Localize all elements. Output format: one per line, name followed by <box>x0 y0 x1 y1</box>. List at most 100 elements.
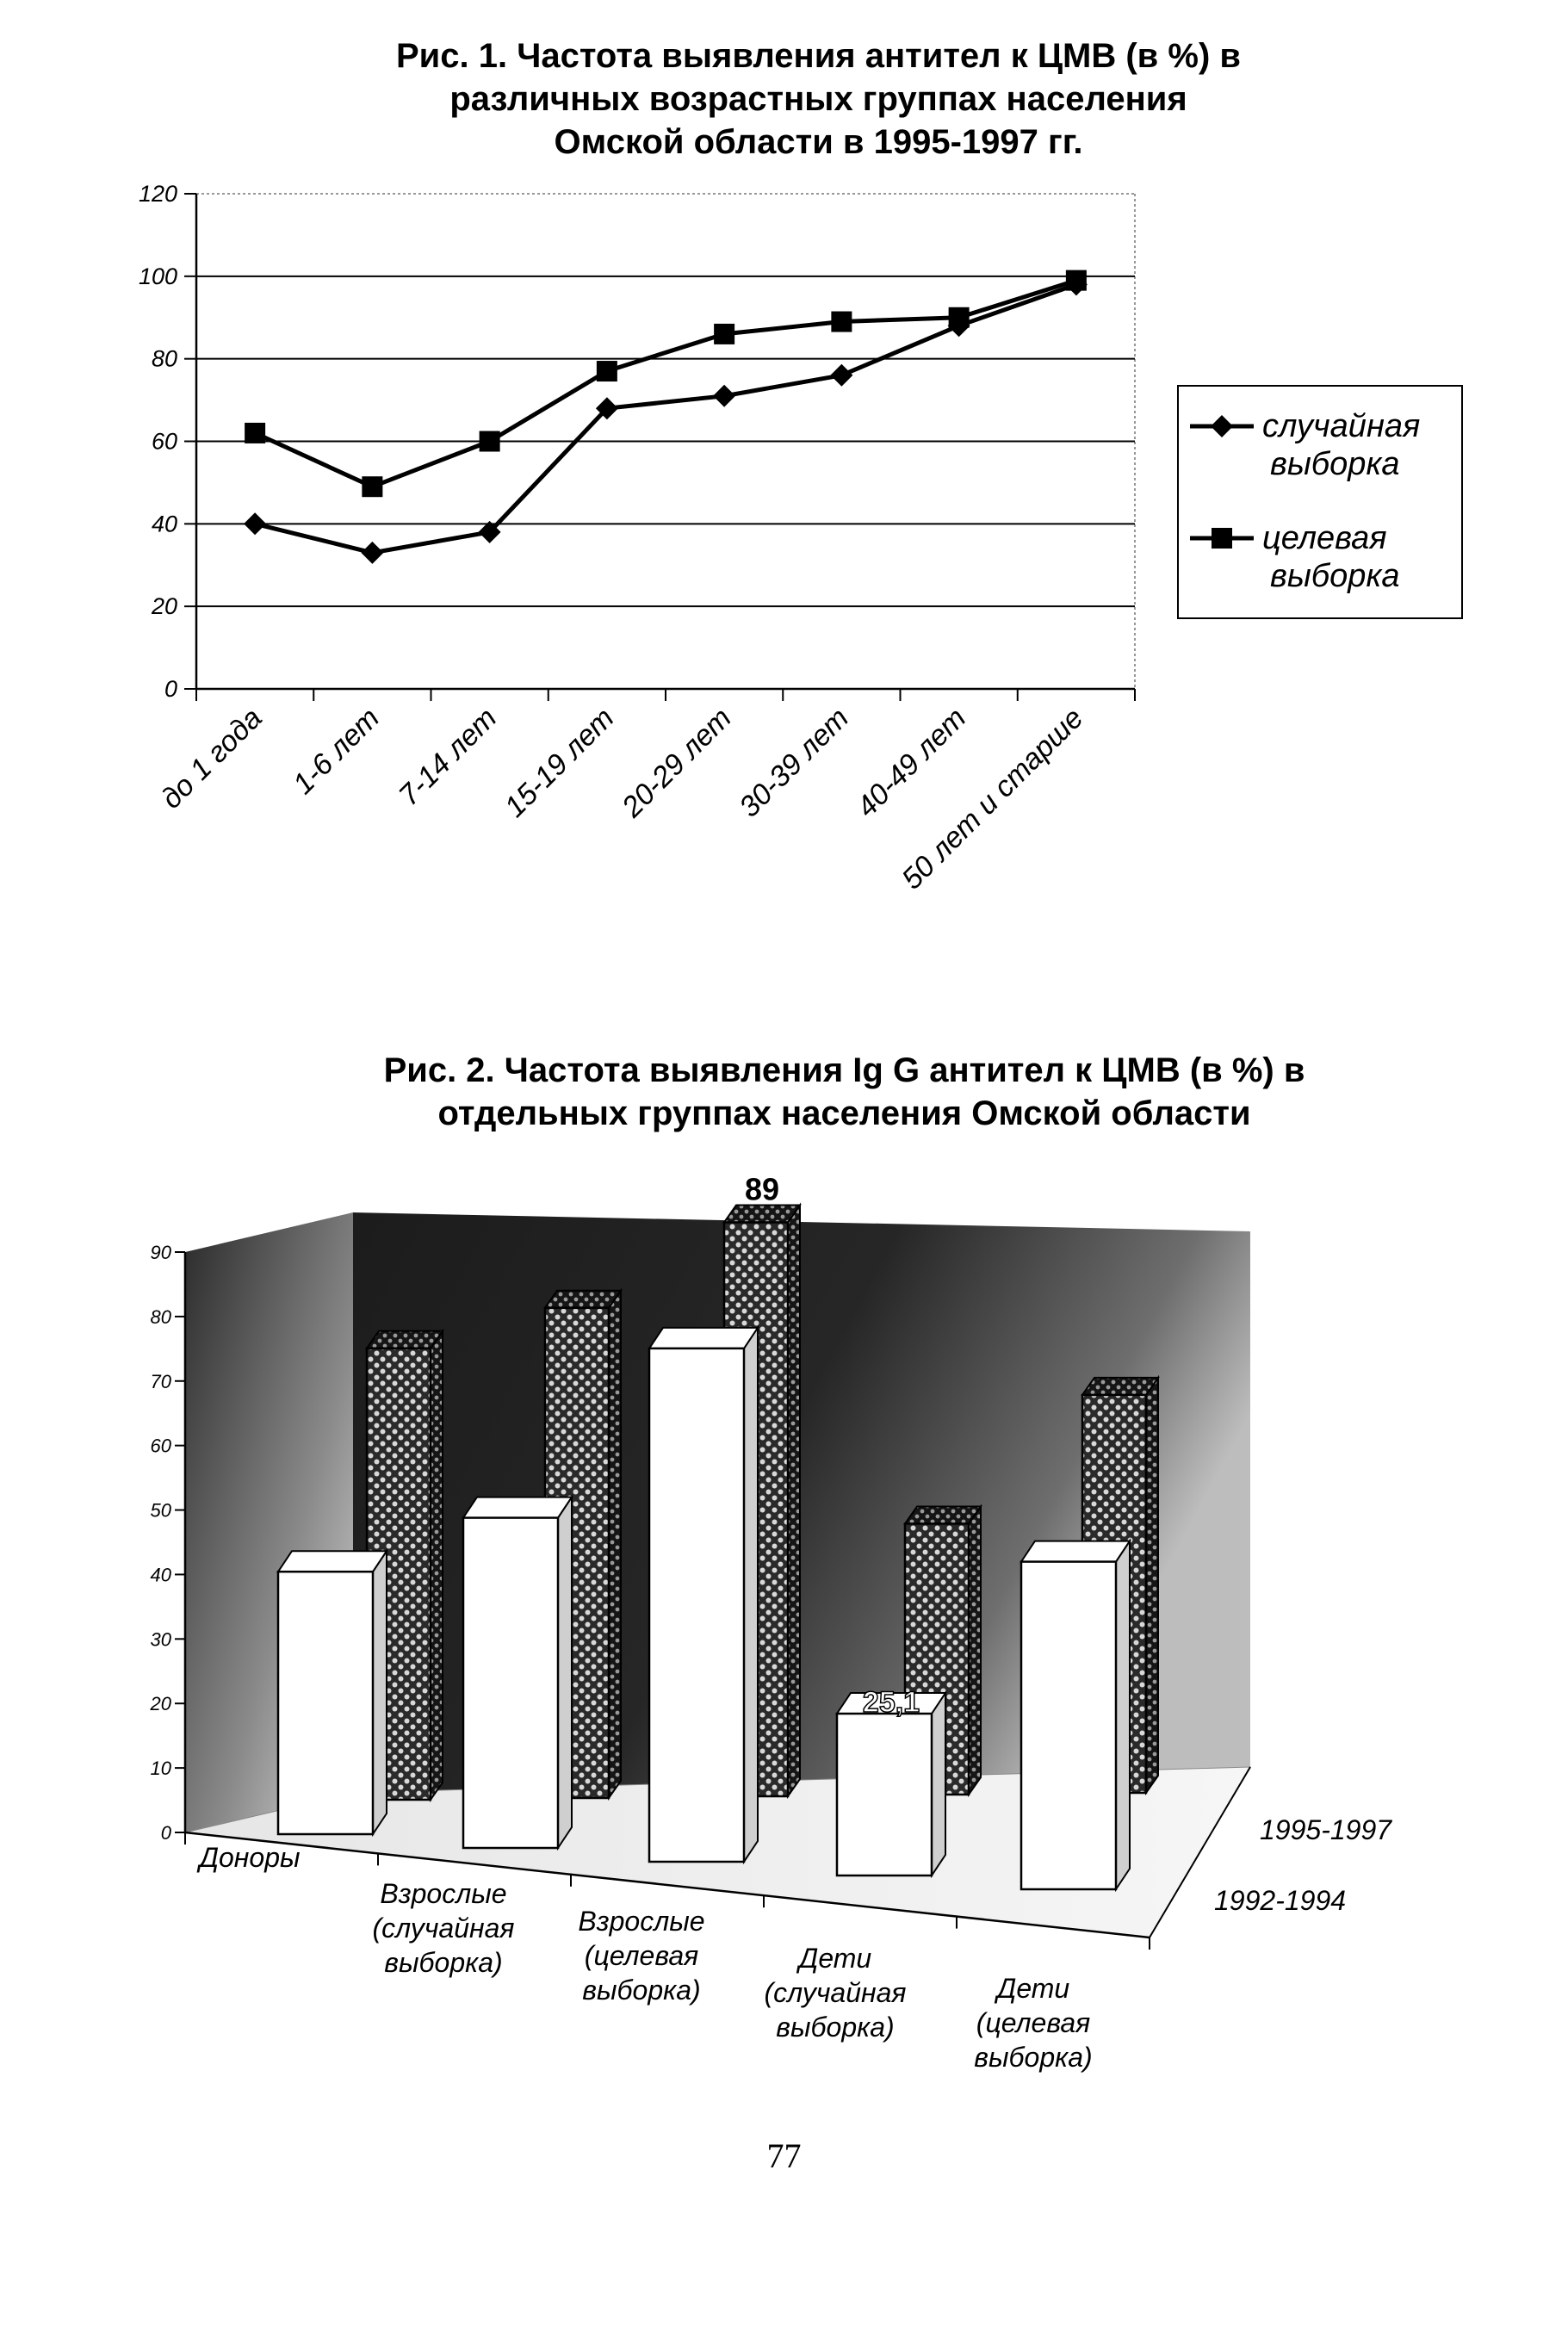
data-point-square <box>362 476 383 498</box>
x-axis <box>184 1831 1150 1939</box>
bar-1992-1994-top <box>1020 1540 1131 1563</box>
bar-1992-1994 <box>276 1547 388 1838</box>
x-category-label-line: (целевая <box>976 2007 1090 2038</box>
bar-1995-1997-side <box>787 1202 801 1800</box>
figure-2-title: Рис. 2. Частота выявления Ig G антител к… <box>60 1049 1568 1135</box>
bar-1992-1994-top <box>276 1550 388 1573</box>
x-category-label-line: Взрослые <box>578 1906 704 1937</box>
data-point-diamond <box>478 520 501 543</box>
data-point-square <box>948 307 970 328</box>
x-category-label: Доноры <box>196 1842 300 1873</box>
x-category-label-line: выборка) <box>582 1975 700 2006</box>
data-point-square <box>714 323 735 344</box>
y-tick-label: 0 <box>164 676 177 702</box>
y-tick-label: 20 <box>150 1693 172 1714</box>
y-tick-label: 10 <box>151 1758 172 1779</box>
x-category-label-line: (целевая <box>585 1940 698 1971</box>
figure-1-title-line-3: Омской области в 1995-1997 гг. <box>554 123 1083 161</box>
figure-1-title-line-1: Рис. 1. Частота выявления антител к ЦМВ … <box>396 37 1241 75</box>
series-random-sample-line <box>254 282 1077 555</box>
bar-1995-1997-top <box>722 1204 802 1224</box>
bar-1992-1994 <box>462 1494 573 1851</box>
bar-1992-1994-side <box>931 1690 946 1879</box>
y-tick-label: 40 <box>151 1564 172 1585</box>
legend-label: целевая <box>1262 520 1387 556</box>
x-category-label: Взрослые (целевая выборка) <box>578 1906 704 2006</box>
y-tick-label: 60 <box>151 1435 172 1457</box>
x-category-label-line: Взрослые <box>380 1878 506 1909</box>
page-number: 77 <box>766 2136 802 2175</box>
bar-1995-1997-side <box>1145 1374 1159 1796</box>
y-tick-label: 80 <box>152 346 177 372</box>
series-label-1992-1994: 1992-1994 <box>1214 1885 1346 1916</box>
series-label-1995-1997: 1995-1997 <box>1260 1814 1392 1845</box>
data-point-diamond <box>361 541 384 564</box>
figure-1-line-chart: 0 20 40 60 80 100 120 до 1 года 1-6 лет 7-14 лет1… <box>139 181 1463 896</box>
y-tick-label: 70 <box>151 1371 172 1392</box>
bar-1992-1994 <box>1020 1538 1131 1893</box>
y-tick-label: 50 <box>151 1500 172 1522</box>
x-category-label-line: выборка) <box>974 2042 1092 2073</box>
y-tick-label: 40 <box>152 511 177 536</box>
x-category-label: 30-39 лет <box>733 702 855 824</box>
legend-label: случайная <box>1262 408 1420 444</box>
figure-2-title-line-2: отдельных группах населения Омской облас… <box>437 1094 1251 1132</box>
figure-2-title-line-1: Рис. 2. Частота выявления Ig G антител к… <box>383 1051 1305 1089</box>
bar-1992-1994 <box>648 1324 759 1865</box>
x-category-label-line: выборка) <box>776 2012 894 2043</box>
x-category-label-line: выборка) <box>384 1947 502 1978</box>
series-target-sample-line <box>254 278 1077 489</box>
x-category-label: 40-49 лет <box>851 702 973 824</box>
bar-1992-1994-side <box>557 1494 573 1851</box>
figure-1-title-line-2: различных возрастных группах населения <box>449 80 1187 118</box>
x-category-label-line: Доноры <box>196 1842 300 1873</box>
x-category-label: 15-19 лет <box>499 702 621 824</box>
y-tick-label: 20 <box>151 593 177 619</box>
data-point-diamond <box>713 384 736 407</box>
bar-1992-1994-side <box>1115 1538 1131 1893</box>
figure-1-title: Рис. 1. Частота выявления антител к ЦМВ … <box>34 34 1568 164</box>
bar-1992-1994-top <box>462 1496 573 1519</box>
bar-1995-1997-side <box>968 1504 982 1798</box>
data-point-diamond <box>244 512 267 536</box>
bar-1995-1997-top <box>365 1330 444 1349</box>
x-category-label: 7-14 лет <box>393 702 503 812</box>
y-tick-label: 30 <box>151 1628 172 1650</box>
bar-1992-1994-side <box>743 1324 759 1865</box>
legend-label: выборка <box>1270 446 1400 482</box>
y-tick-label: 80 <box>151 1306 172 1328</box>
bar-1992-1994 <box>835 1690 947 1879</box>
data-point-square <box>596 361 617 382</box>
x-category-label-line: (случайная <box>765 1977 907 2008</box>
y-tick-label: 120 <box>139 181 177 207</box>
bar-data-label-89: 89 <box>745 1171 779 1206</box>
legend-diamond-marker <box>1211 415 1233 437</box>
x-category-label: 20-29 лет <box>615 702 737 824</box>
data-point-square <box>245 422 266 443</box>
legend-label: выборка <box>1270 558 1400 594</box>
y-tick-label: 90 <box>151 1242 172 1263</box>
x-category-label: Взрослые (случайная выборка) <box>373 1878 515 1978</box>
data-point-diamond <box>830 363 853 387</box>
y-tick-label: 60 <box>152 429 177 455</box>
bar-1992-1994-front <box>835 1712 933 1877</box>
y-tick-label: 0 <box>161 1822 172 1844</box>
x-category-label-line: Дети <box>796 1943 872 1974</box>
bar-1995-1997-side <box>430 1328 443 1803</box>
y-tick-label: 100 <box>139 264 177 289</box>
x-category-label: 1-6 лет <box>287 702 386 801</box>
bar-1992-1994-front <box>648 1347 746 1863</box>
bar-1995-1997-top <box>1081 1376 1160 1396</box>
data-point-square <box>831 311 852 332</box>
bar-1995-1997-top <box>903 1505 982 1525</box>
bar-1992-1994-front <box>1020 1560 1118 1891</box>
bar-1995-1997-side <box>608 1287 622 1801</box>
x-category-label-line: Дети <box>995 1973 1070 2004</box>
bar-1992-1994-top <box>648 1326 759 1349</box>
data-point-square <box>1065 270 1087 291</box>
bar-1992-1994-front <box>462 1516 560 1850</box>
bar-data-label-25-1: 25,1 <box>863 1686 920 1719</box>
depth-axis <box>1149 1766 1251 1938</box>
x-category-label: Дети (целевая выборка) <box>974 1973 1092 2073</box>
